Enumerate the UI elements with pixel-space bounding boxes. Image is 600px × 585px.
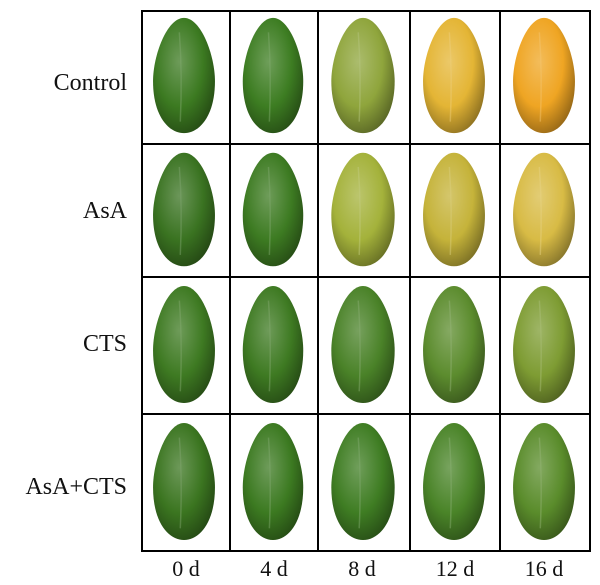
row-label-cts: CTS [82, 331, 127, 357]
photo-cell-control-16d [501, 10, 591, 145]
papaya-fruit-image [423, 422, 485, 541]
papaya-fruit-image [513, 17, 575, 134]
papaya-fruit-image [242, 422, 304, 541]
photo-cell-cts-8d [319, 278, 411, 415]
row-label-asa: AsA [82, 198, 127, 224]
col-label-4d: 4 d [260, 556, 288, 581]
col-label-0d: 0 d [172, 556, 200, 581]
papaya-fruit-image [423, 17, 485, 134]
papaya-fruit-image [331, 17, 395, 134]
papaya-fruit-image [423, 152, 485, 267]
photo-cell-asa-16d [501, 145, 591, 278]
photo-cell-asa-0d [141, 145, 231, 278]
papaya-fruit-image [242, 285, 304, 404]
photo-cell-control-8d [319, 10, 411, 145]
col-label-8d: 8 d [348, 556, 376, 581]
photo-cell-asa-12d [411, 145, 501, 278]
papaya-fruit-image [331, 422, 395, 541]
papaya-fruit-image [423, 285, 485, 404]
image-grid [141, 10, 591, 552]
photo-cell-asa-cts-0d [141, 415, 231, 552]
photo-cell-cts-12d [411, 278, 501, 415]
papaya-fruit-image [331, 285, 395, 404]
papaya-fruit-image [153, 17, 215, 134]
row-label-control: Control [53, 70, 127, 96]
papaya-fruit-image [242, 152, 304, 267]
papaya-fruit-image [153, 152, 215, 267]
photo-cell-asa-4d [231, 145, 319, 278]
photo-cell-control-12d [411, 10, 501, 145]
col-label-12d: 12 d [435, 556, 475, 581]
photo-cell-control-4d [231, 10, 319, 145]
papaya-fruit-image [153, 285, 215, 404]
photo-cell-asa-8d [319, 145, 411, 278]
col-label-16d: 16 d [524, 556, 564, 581]
photo-cell-cts-0d [141, 278, 231, 415]
papaya-fruit-image [242, 17, 304, 134]
photo-cell-cts-16d [501, 278, 591, 415]
grid-frame [141, 10, 591, 552]
photo-cell-asa-cts-12d [411, 415, 501, 552]
papaya-fruit-image [153, 422, 215, 541]
photo-cell-asa-cts-16d [501, 415, 591, 552]
papaya-fruit-image [331, 152, 395, 267]
photo-cell-cts-4d [231, 278, 319, 415]
papaya-fruit-image [513, 422, 575, 541]
papaya-fruit-image [513, 285, 575, 404]
row-label-asa-cts: AsA+CTS [25, 474, 127, 500]
photo-cell-control-0d [141, 10, 231, 145]
photo-cell-asa-cts-4d [231, 415, 319, 552]
photo-cell-asa-cts-8d [319, 415, 411, 552]
papaya-fruit-image [513, 152, 575, 267]
